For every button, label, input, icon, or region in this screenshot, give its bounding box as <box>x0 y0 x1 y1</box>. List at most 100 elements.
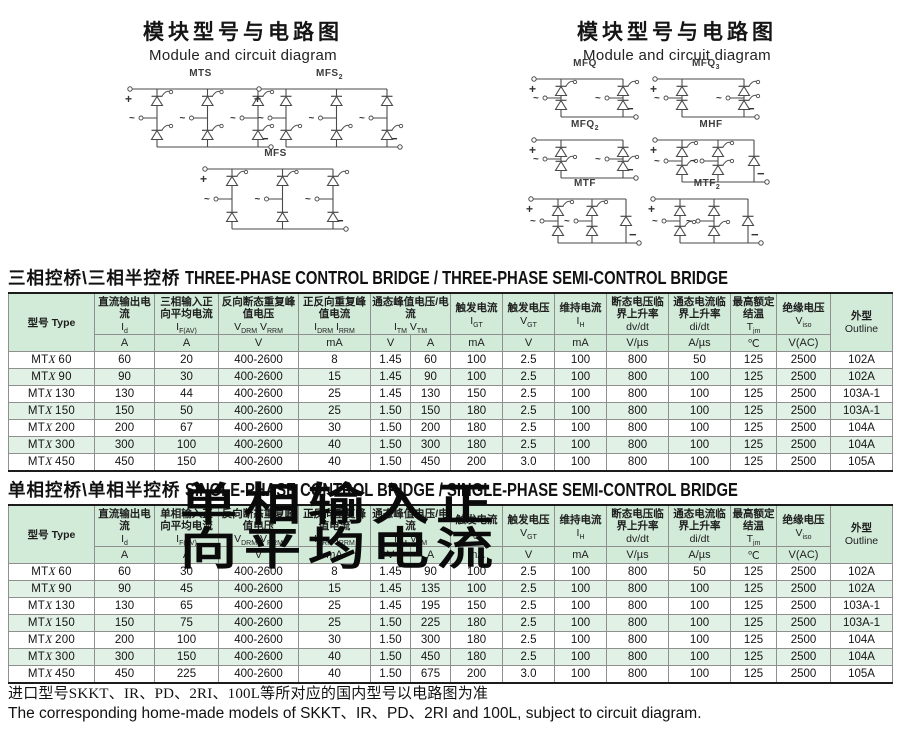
spec-cell: 800 <box>606 597 670 615</box>
spec-cell: 100 <box>554 385 608 403</box>
col-unit-5: mA <box>450 334 504 352</box>
spec-cell: 2.5 <box>502 419 556 437</box>
spec-cell: 1.50 <box>370 436 411 454</box>
col-header-10: 最高额定结温 Tjm <box>730 504 778 547</box>
spec-cell: 130 <box>94 597 155 615</box>
spec-cell: 15 <box>298 368 371 386</box>
spec-cell: 1.50 <box>370 402 411 420</box>
spec-cell: 100 <box>668 580 732 598</box>
spec-cell: 400-2600 <box>218 351 299 369</box>
spec-cell: 800 <box>606 402 670 420</box>
spec-cell: 100 <box>668 648 732 666</box>
spec-cell: 400-2600 <box>218 402 299 420</box>
spec-cell: 100 <box>154 436 219 454</box>
spec-cell: 400-2600 <box>218 436 299 454</box>
model-cell: MTX 90 <box>8 580 95 598</box>
table-row: MTX 150 150 50 400-2600 25 1.50 150 180 2.5 100 80… <box>8 402 894 420</box>
col-header-3: 正反向重复峰值电流 IDRM IRRM <box>298 504 371 547</box>
svg-text:−: − <box>390 131 398 146</box>
section2-title: 单相控桥\单相半控桥 SINGLE-PHASE CONTROL BRIDGE /… <box>8 477 876 502</box>
spec-cell: 100 <box>668 453 732 472</box>
spec-cell: 8 <box>298 563 371 581</box>
spec-cell: 90 <box>94 368 155 386</box>
spec-cell: 40 <box>298 436 371 454</box>
col-header-type: 型号 Type <box>8 292 95 352</box>
spec-cell: 100 <box>554 436 608 454</box>
spec-cell: 60 <box>409 351 452 369</box>
svg-text:~: ~ <box>255 194 261 205</box>
table-row: MTX 450 450 150 400-2600 40 1.50 450 200 3.0 100 8… <box>8 453 894 472</box>
section1-title-zh: 三相控桥\三相半控桥 <box>8 268 181 288</box>
left-panel-title: 模块型号与电路图 Module and circuit diagram <box>128 16 358 64</box>
table-row: MTX 90 90 30 400-2600 15 1.45 90 100 2.5 100 800 10… <box>8 368 894 386</box>
spec-cell: 100 <box>554 614 608 632</box>
spec-cell: 800 <box>606 436 670 454</box>
model-cell: MTX 90 <box>8 368 95 386</box>
spec-cell: 104A <box>830 631 894 649</box>
spec-cell: 100 <box>668 597 732 615</box>
spec-cell: 1.50 <box>370 419 411 437</box>
spec-cell: 100 <box>668 385 732 403</box>
circuit-module-MFQ: MFQ + − ~ ~ <box>527 58 643 128</box>
circuit-module-MTF2: MTF2 + − ~ ~ <box>646 178 768 254</box>
section2-title-en: SINGLE-PHASE CONTROL BRIDGE / SINGLE-PHA… <box>184 479 738 500</box>
spec-cell: 1.50 <box>370 648 411 666</box>
model-cell: MTX 200 <box>8 419 95 437</box>
model-cell: MTX 300 <box>8 648 95 666</box>
spec-cell: 2500 <box>776 419 832 437</box>
spec-cell: 30 <box>154 368 219 386</box>
spec-cell: 100 <box>668 436 732 454</box>
spec-cell: 25 <box>298 402 371 420</box>
spec-cell: 125 <box>730 597 778 615</box>
spec-cell: 130 <box>94 385 155 403</box>
right-panel-title: 模块型号与电路图 Module and circuit diagram <box>562 16 792 64</box>
spec-cell: 102A <box>830 563 894 581</box>
col-header-11: 绝缘电压 Viso <box>776 292 832 335</box>
spec-cell: 180 <box>450 419 504 437</box>
spec-cell: 450 <box>409 453 452 472</box>
model-cell: MTX 300 <box>8 436 95 454</box>
col-unit-7: mA <box>554 334 608 352</box>
spec-cell: 45 <box>154 580 219 598</box>
spec-cell: 30 <box>298 631 371 649</box>
col-header-2: 反向断态重复峰值电压 VDRM VRRM <box>218 504 299 547</box>
spec-cell: 100 <box>450 351 504 369</box>
module-label: MTF <box>573 178 597 189</box>
col-header-1: 三相输入正向平均电流 IF(AV) <box>154 292 219 335</box>
three-phase-table-wrap: 型号 Type 直流输出电流 Id 三相输入正向平均电流 IF(AV) 反向断态重复峰值电… <box>8 292 894 472</box>
spec-cell: 1.45 <box>370 597 411 615</box>
section1-title-en: THREE-PHASE CONTROL BRIDGE / THREE-PHASE… <box>184 267 728 288</box>
col-unit-5: mA <box>450 546 504 564</box>
spec-cell: 200 <box>450 453 504 472</box>
circuit-module-MFQ3: MFQ3 + − ~ ~ <box>648 58 764 128</box>
svg-text:~: ~ <box>595 154 601 165</box>
col-header-outline: 外型 Outline <box>830 504 894 564</box>
col-unit-7: mA <box>554 546 608 564</box>
col-header-5: 触发电流 IGT <box>450 504 504 547</box>
col-header-10: 最高额定结温 Tjm <box>730 292 778 335</box>
spec-cell: 400-2600 <box>218 631 299 649</box>
model-cell: MTX 60 <box>8 351 95 369</box>
col-unit-11: V(AC) <box>776 546 832 564</box>
spec-cell: 2500 <box>776 614 832 632</box>
col-header-3: 正反向重复峰值电流 IDRM IRRM <box>298 292 371 335</box>
module-label: MFQ2 <box>570 119 600 132</box>
svg-text:~: ~ <box>230 113 236 124</box>
spec-cell: 2.5 <box>502 402 556 420</box>
svg-text:~: ~ <box>690 156 696 167</box>
spec-cell: 100 <box>554 563 608 581</box>
module-label: MTS <box>189 68 212 79</box>
spec-cell: 50 <box>154 402 219 420</box>
svg-text:~: ~ <box>258 113 264 124</box>
circuit-module-MHF: MHF + − ~ ~ <box>648 119 774 193</box>
svg-text:−: − <box>336 213 344 228</box>
spec-cell: 100 <box>554 580 608 598</box>
footer-note-en: The corresponding home-made models of SK… <box>8 705 702 722</box>
spec-cell: 100 <box>554 597 608 615</box>
svg-text:~: ~ <box>654 93 660 104</box>
col-unit-8: V/µs <box>606 546 670 564</box>
spec-cell: 180 <box>450 648 504 666</box>
svg-text:+: + <box>200 172 207 186</box>
spec-cell: 800 <box>606 385 670 403</box>
col-header-0: 直流输出电流 Id <box>94 504 155 547</box>
